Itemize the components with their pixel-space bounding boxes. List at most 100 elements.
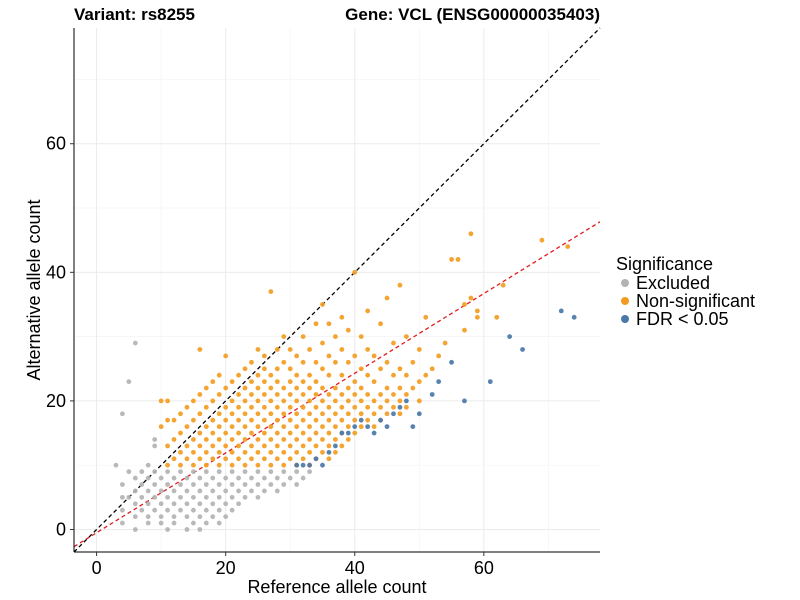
point-non-significant xyxy=(249,443,254,449)
point-non-significant xyxy=(294,398,300,404)
point-excluded xyxy=(307,469,312,475)
point-fdr-0-05 xyxy=(507,334,513,340)
point-excluded xyxy=(268,482,274,487)
point-non-significant xyxy=(255,462,261,468)
point-non-significant xyxy=(449,257,454,262)
point-non-significant xyxy=(261,430,267,436)
x-tick-label: 60 xyxy=(474,558,494,578)
point-excluded xyxy=(152,469,158,475)
point-non-significant xyxy=(307,347,312,352)
point-excluded xyxy=(274,488,280,494)
point-non-significant xyxy=(300,443,306,449)
point-non-significant xyxy=(229,398,235,404)
point-fdr-0-05 xyxy=(449,359,454,365)
point-non-significant xyxy=(474,308,480,314)
point-non-significant xyxy=(294,437,300,442)
point-excluded xyxy=(145,514,151,520)
point-fdr-0-05 xyxy=(558,308,564,314)
point-non-significant xyxy=(345,327,351,333)
point-non-significant xyxy=(203,449,209,455)
point-excluded xyxy=(229,482,235,487)
point-excluded xyxy=(268,469,274,475)
point-non-significant xyxy=(249,404,254,410)
point-excluded xyxy=(126,494,132,500)
point-non-significant xyxy=(326,417,332,423)
point-non-significant xyxy=(391,392,396,397)
point-non-significant xyxy=(320,411,325,417)
point-non-significant xyxy=(281,424,287,430)
point-non-significant xyxy=(358,411,364,417)
point-excluded xyxy=(145,488,151,494)
legend-label-fdr: FDR < 0.05 xyxy=(636,309,729,329)
point-non-significant xyxy=(197,430,203,436)
point-excluded xyxy=(294,469,300,475)
point-excluded xyxy=(145,501,151,507)
point-non-significant xyxy=(384,385,390,391)
point-excluded xyxy=(190,520,196,526)
point-non-significant xyxy=(313,359,319,365)
legend-title: Significance xyxy=(616,254,713,274)
point-non-significant xyxy=(320,437,325,442)
point-non-significant xyxy=(307,437,312,442)
x-axis-title: Reference allele count xyxy=(247,577,426,597)
legend-label-excluded: Excluded xyxy=(636,273,710,293)
y-axis-title: Alternative allele count xyxy=(24,199,44,380)
point-non-significant xyxy=(326,430,332,436)
point-non-significant xyxy=(391,340,396,346)
point-non-significant xyxy=(294,385,300,391)
point-non-significant xyxy=(358,398,364,404)
point-excluded xyxy=(126,379,132,385)
point-non-significant xyxy=(345,424,351,430)
point-excluded xyxy=(126,469,132,475)
point-excluded xyxy=(171,501,177,507)
point-non-significant xyxy=(274,456,280,462)
point-non-significant xyxy=(332,385,338,391)
point-excluded xyxy=(158,501,164,507)
point-non-significant xyxy=(300,417,306,423)
point-non-significant xyxy=(274,430,280,436)
point-non-significant xyxy=(371,424,377,430)
point-excluded xyxy=(274,475,280,481)
point-non-significant xyxy=(352,430,358,436)
point-fdr-0-05 xyxy=(571,314,577,320)
point-non-significant xyxy=(197,443,203,449)
point-non-significant xyxy=(403,404,409,410)
point-non-significant xyxy=(307,411,312,417)
point-non-significant xyxy=(210,379,216,385)
point-non-significant xyxy=(307,385,312,391)
point-non-significant xyxy=(229,437,235,442)
point-non-significant xyxy=(184,456,190,462)
point-non-significant xyxy=(274,392,280,397)
point-non-significant xyxy=(281,462,287,468)
point-non-significant xyxy=(397,366,403,372)
point-non-significant xyxy=(320,398,325,404)
point-non-significant xyxy=(190,437,196,442)
point-non-significant xyxy=(197,347,203,352)
point-excluded xyxy=(242,469,248,475)
point-non-significant xyxy=(197,392,203,397)
reference-line-identity xyxy=(73,27,601,553)
point-non-significant xyxy=(178,462,183,468)
point-excluded xyxy=(203,469,209,475)
point-non-significant xyxy=(171,456,177,462)
point-non-significant xyxy=(468,295,474,301)
point-non-significant xyxy=(345,359,351,365)
point-excluded xyxy=(152,507,158,513)
point-non-significant xyxy=(307,372,312,378)
point-excluded xyxy=(255,494,261,500)
point-non-significant xyxy=(352,417,358,423)
point-non-significant xyxy=(313,321,319,327)
point-non-significant xyxy=(365,392,371,397)
point-non-significant xyxy=(203,437,209,442)
point-non-significant xyxy=(332,449,338,455)
y-tick-label: 60 xyxy=(46,134,66,154)
point-non-significant xyxy=(249,417,254,423)
point-excluded xyxy=(216,494,222,500)
point-excluded xyxy=(139,482,145,487)
point-excluded xyxy=(165,482,170,487)
point-non-significant xyxy=(307,398,312,404)
point-excluded xyxy=(197,527,203,532)
x-tick-label: 0 xyxy=(92,558,102,578)
point-excluded xyxy=(165,494,170,500)
reference-lines xyxy=(73,27,601,553)
